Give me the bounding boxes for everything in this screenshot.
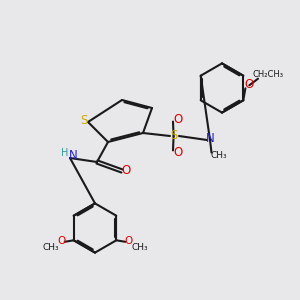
Text: CH₃: CH₃ [131,243,148,252]
Text: O: O [173,113,182,126]
Text: O: O [125,236,133,246]
Text: CH₃: CH₃ [42,243,59,252]
Text: CH₃: CH₃ [211,151,227,160]
Text: O: O [57,236,65,246]
Text: S: S [170,129,177,142]
Text: O: O [173,146,182,159]
Text: CH₂CH₃: CH₂CH₃ [252,70,284,79]
Text: H: H [61,148,68,158]
Text: O: O [245,78,254,91]
Text: S: S [81,114,88,127]
Text: N: N [69,149,77,162]
Text: O: O [121,164,130,178]
Text: N: N [206,132,214,145]
